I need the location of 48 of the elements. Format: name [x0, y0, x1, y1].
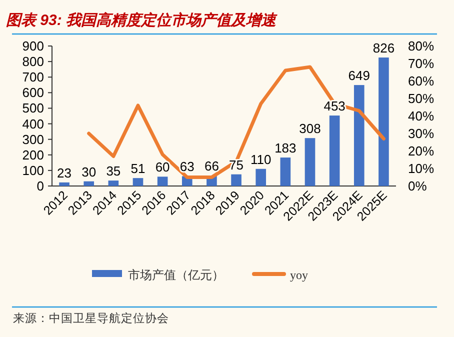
y-tick-label: 200	[22, 147, 44, 162]
y-tick-label: 400	[22, 116, 44, 132]
chart-title: 图表 93: 我国高精度定位市场产值及增速	[6, 11, 278, 29]
legend-label: 市场产值（亿元）	[128, 268, 224, 282]
y2-tick-label: 50%	[408, 91, 434, 106]
data-label: 75	[229, 157, 244, 172]
y2-tick-label: 60%	[408, 74, 434, 88]
bar	[378, 58, 389, 186]
y2-tick-label: 30%	[408, 126, 434, 141]
bar	[132, 178, 144, 186]
y-tick-label: 700	[22, 70, 44, 85]
y2-tick-label: 40%	[408, 108, 434, 124]
y-tick-label: 900	[22, 38, 44, 54]
data-label: 30	[82, 164, 96, 180]
data-label: 826	[372, 40, 395, 56]
bar	[280, 158, 291, 186]
y2-tick-label: 10%	[408, 161, 434, 176]
y-tick-label: 300	[22, 132, 44, 147]
bar	[304, 138, 316, 186]
data-label: 60	[155, 160, 170, 175]
bar	[231, 174, 242, 186]
bar	[256, 168, 266, 186]
data-label: 63	[180, 159, 194, 174]
bar	[108, 180, 119, 186]
y2-tick-label: 70%	[408, 56, 434, 71]
data-label: 35	[106, 164, 121, 179]
y-tick-label: 100	[22, 162, 44, 178]
bar	[59, 182, 70, 186]
data-label: 110	[250, 152, 272, 167]
data-label: 66	[204, 158, 219, 174]
source-note: 来源：中国卫星导航定位协会	[13, 311, 169, 325]
bar	[354, 85, 364, 186]
y-tick-label: 600	[22, 85, 44, 100]
y-tick-label: 500	[22, 100, 44, 116]
data-label: 23	[57, 165, 72, 180]
legend-label: yoy	[290, 268, 308, 282]
data-label: 183	[274, 140, 296, 156]
data-label: 649	[348, 68, 370, 84]
bar	[157, 176, 168, 186]
y2-tick-label: 0%	[408, 178, 428, 194]
bar	[84, 181, 94, 186]
data-label: 51	[130, 161, 146, 176]
data-label: 308	[299, 121, 321, 136]
bar	[329, 116, 340, 186]
y2-tick-label: 80%	[408, 38, 434, 54]
y-tick-label: 0	[36, 178, 44, 194]
y2-tick-label: 20%	[408, 144, 434, 158]
y-tick-label: 800	[22, 54, 44, 70]
